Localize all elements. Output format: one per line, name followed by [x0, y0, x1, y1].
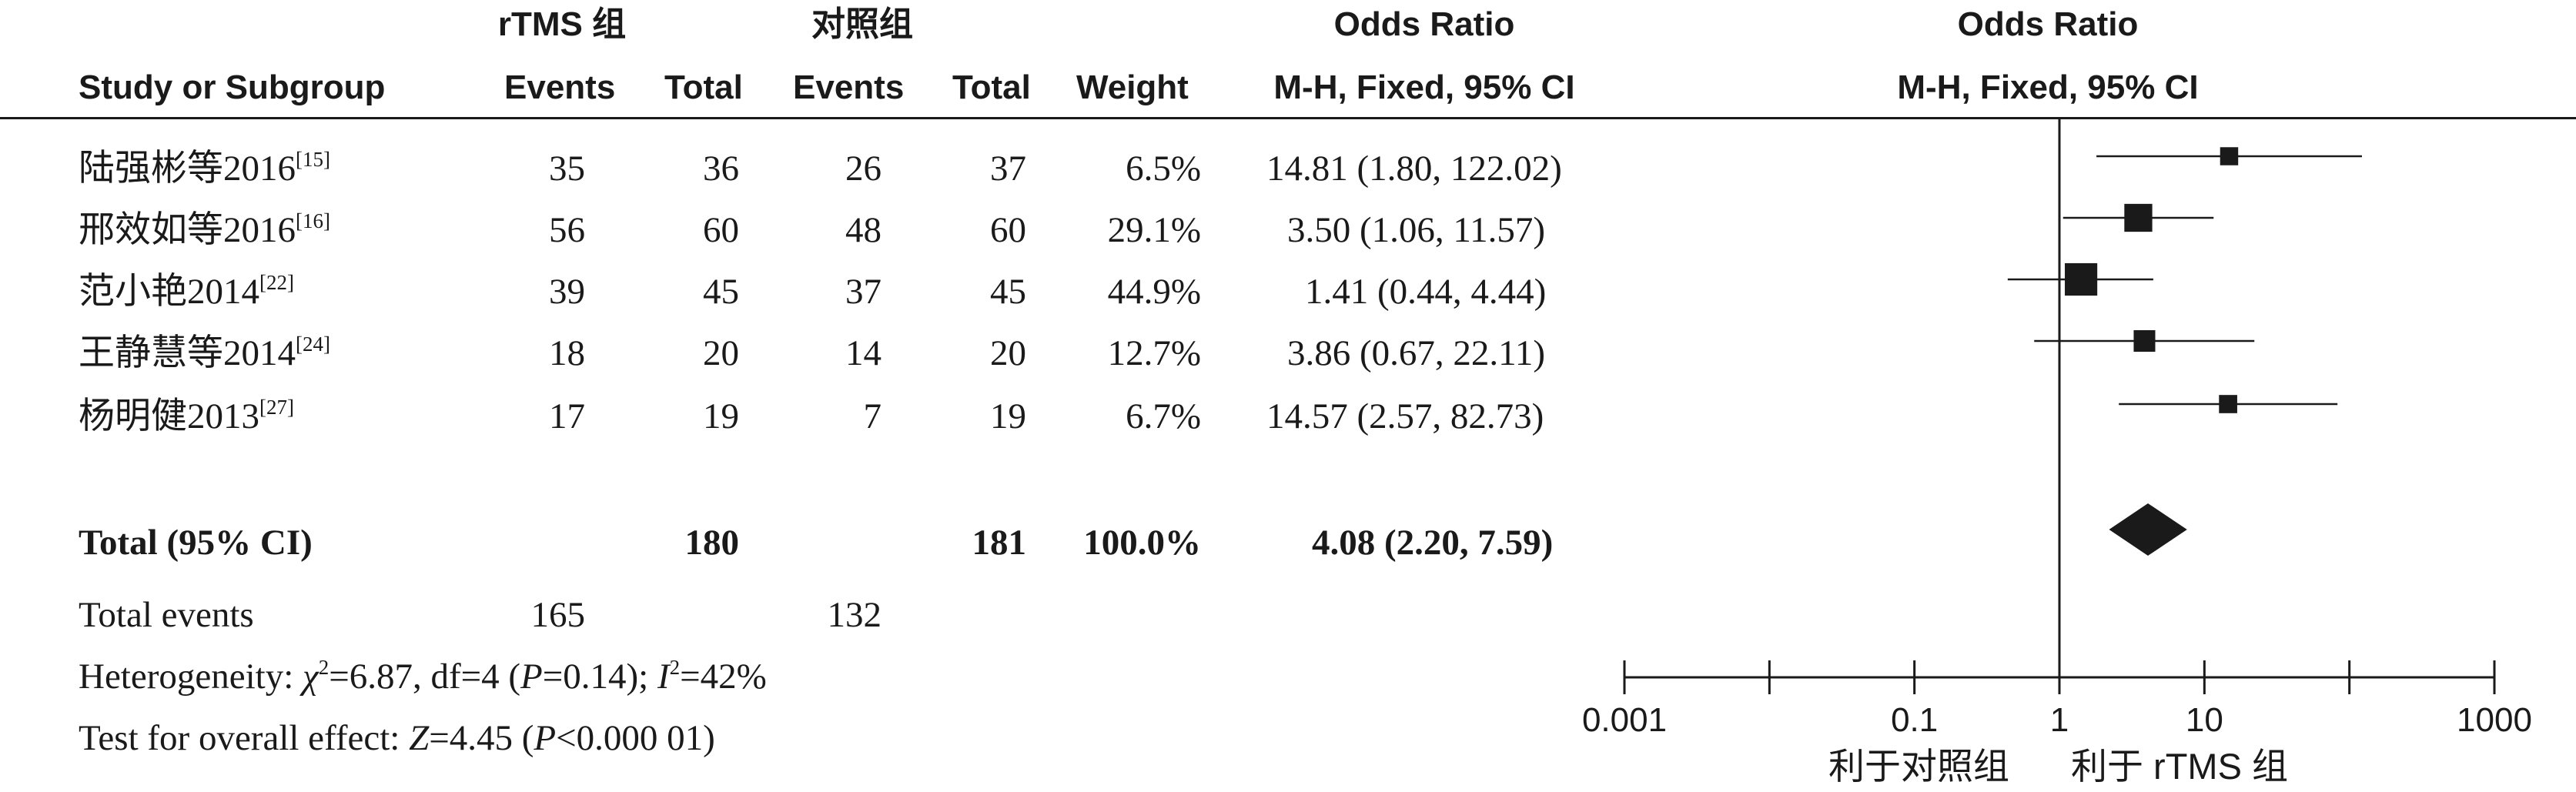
total-ctrl: 19	[990, 396, 1026, 436]
total-ctrl: 45	[990, 272, 1026, 312]
study-name: 范小艳2014[22]	[79, 271, 294, 312]
events-ctrl: 26	[845, 149, 882, 189]
weight-value: 6.7%	[1126, 396, 1201, 436]
total-ctrl: 20	[990, 333, 1026, 373]
total-exp-sum: 180	[684, 523, 740, 563]
total-label: Total (95% CI)	[79, 523, 313, 563]
events-exp: 17	[549, 396, 585, 436]
weight-value: 29.1%	[1107, 210, 1201, 250]
total-ctrl-header: Total	[952, 69, 1031, 106]
weight-value: 12.7%	[1107, 333, 1201, 373]
header-rule	[0, 117, 2576, 119]
total-events-exp: 165	[530, 595, 586, 635]
or-method-header: M-H, Fixed, 95% CI	[1273, 69, 1575, 106]
total-exp: 36	[703, 149, 739, 189]
group-ctrl-header: 对照组	[811, 5, 913, 43]
events-ctrl: 14	[845, 333, 882, 373]
study-effect-square	[2065, 262, 2098, 296]
heterogeneity-line: Heterogeneity: χ2=6.87, df=4 (P=0.14); I…	[79, 656, 767, 697]
total-weight: 100.0%	[1083, 523, 1201, 563]
events-exp-header: Events	[504, 69, 616, 106]
x-tick-label: 0.1	[1891, 701, 1939, 739]
total-events-ctrl: 132	[827, 595, 882, 635]
total-ctrl: 60	[990, 210, 1026, 250]
overall-effect-line: Test for overall effect: Z=4.45 (P<0.000…	[79, 718, 715, 758]
total-ctrl: 37	[990, 149, 1026, 189]
or-value: 3.86 (0.67, 22.11)	[1287, 333, 1546, 373]
events-ctrl: 48	[845, 210, 882, 250]
x-tick-label: 0.001	[1581, 701, 1668, 739]
total-ctrl-sum: 181	[972, 523, 1027, 563]
weight-value: 44.9%	[1107, 272, 1201, 312]
favours-control-label: 利于对照组	[1828, 746, 2009, 787]
plot-method-header: M-H, Fixed, 95% CI	[1897, 69, 2199, 106]
or-value: 14.57 (2.57, 82.73)	[1266, 396, 1544, 436]
events-ctrl: 37	[845, 272, 882, 312]
x-tick-label: 1	[2049, 701, 2069, 739]
study-effect-square	[2133, 329, 2156, 353]
events-exp: 39	[549, 272, 585, 312]
total-exp: 19	[703, 396, 739, 436]
x-tick-label: 1000	[2457, 701, 2532, 739]
study-name: 杨明健2013[27]	[79, 396, 294, 436]
or-value: 14.81 (1.80, 122.02)	[1266, 149, 1562, 189]
group-exp-header: rTMS 组	[497, 5, 627, 43]
total-events-label: Total events	[79, 595, 254, 635]
study-effect-square	[2124, 203, 2153, 232]
events-exp: 56	[549, 210, 585, 250]
x-tick-label: 10	[2185, 701, 2223, 739]
weight-value: 6.5%	[1126, 149, 1201, 189]
or-value: 3.50 (1.06, 11.57)	[1287, 210, 1546, 250]
events-exp: 35	[549, 149, 585, 189]
study-effect-square	[2219, 395, 2237, 413]
weight-header: Weight	[1076, 69, 1189, 106]
events-ctrl: 7	[863, 396, 882, 436]
total-exp: 45	[703, 272, 739, 312]
study-name: 陆强彬等2016[15]	[79, 148, 330, 189]
total-exp: 20	[703, 333, 739, 373]
total-exp: 60	[703, 210, 739, 250]
events-ctrl-header: Events	[793, 69, 905, 106]
or-value: 1.41 (0.44, 4.44)	[1305, 272, 1547, 312]
study-effect-square	[2220, 147, 2239, 165]
pooled-or-value: 4.08 (2.20, 7.59)	[1312, 523, 1554, 563]
total-exp-header: Total	[664, 69, 743, 106]
pooled-diamond	[2109, 503, 2187, 556]
study-column-header: Study or Subgroup	[79, 69, 386, 106]
events-exp: 18	[549, 333, 585, 373]
study-name: 王静慧等2014[24]	[79, 333, 330, 373]
favours-rtms-label: 利于 rTMS 组	[2071, 746, 2288, 787]
study-name: 邢效如等2016[16]	[79, 209, 330, 250]
or-column-title: Odds Ratio	[1333, 5, 1515, 43]
plot-title: Odds Ratio	[1957, 5, 2139, 43]
